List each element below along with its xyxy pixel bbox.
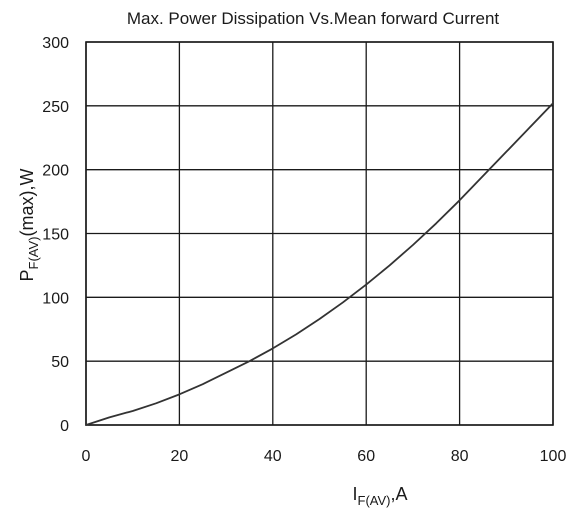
x-tick-label-2: 40 (264, 448, 282, 465)
y-tick-label-4: 200 (42, 163, 69, 180)
series-layer (85, 102, 554, 426)
y-axis-label-suffix: (max),W (17, 168, 37, 236)
y-tick-labels: 0 50 100 150 200 250 300 (42, 35, 69, 435)
y-tick-label-1: 50 (51, 354, 69, 371)
chart-title: Max. Power Dissipation Vs.Mean forward C… (127, 9, 500, 28)
y-tick-label-3: 150 (42, 227, 69, 244)
x-axis-label-suffix: ,A (390, 484, 407, 504)
x-tick-label-0: 0 (82, 448, 91, 465)
y-tick-label-6: 300 (42, 35, 69, 52)
x-tick-label-4: 80 (451, 448, 469, 465)
y-axis-label-sub: F(AV) (26, 236, 41, 269)
series-line-0 (85, 102, 554, 426)
grid (85, 41, 554, 426)
plot-frame (85, 41, 554, 426)
x-tick-label-5: 100 (540, 448, 567, 465)
y-axis-label: PF(AV)(max),W (17, 168, 41, 281)
x-axis-label-main: I (352, 484, 357, 504)
x-tick-label-1: 20 (171, 448, 189, 465)
y-tick-label-5: 250 (42, 99, 69, 116)
y-tick-label-0: 0 (60, 418, 69, 435)
x-axis-label: IF(AV),A (352, 484, 407, 508)
y-tick-label-2: 100 (42, 290, 69, 307)
y-axis-label-main: P (17, 269, 37, 281)
x-axis-label-sub: F(AV) (358, 493, 391, 508)
x-tick-label-3: 60 (357, 448, 375, 465)
x-tick-labels: 0 20 40 60 80 100 (82, 448, 567, 465)
